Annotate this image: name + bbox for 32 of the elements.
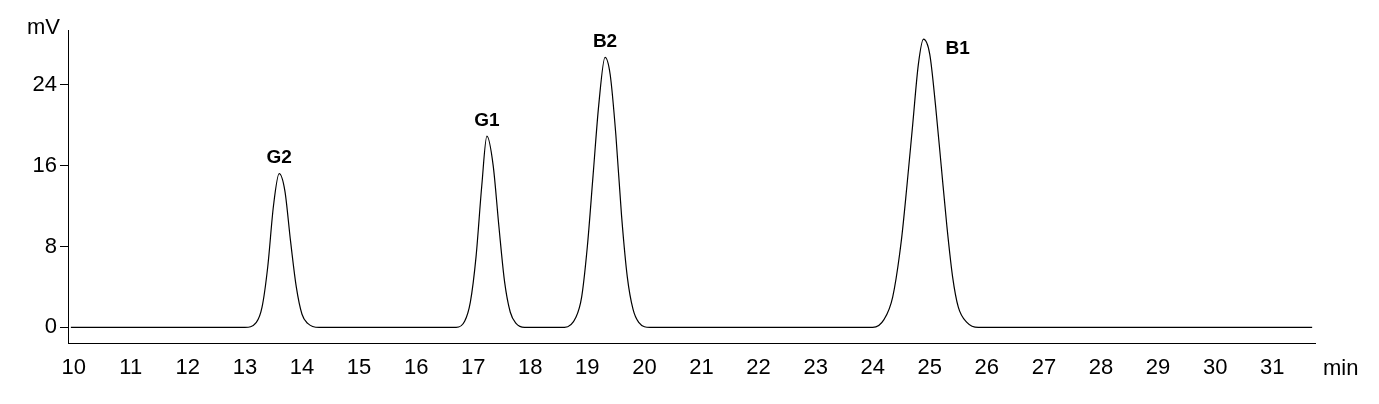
x-tick-label: 25 [917, 353, 943, 379]
x-tick-label: 17 [460, 353, 486, 379]
y-tick-label: 0 [44, 313, 57, 339]
x-tick-label: 13 [232, 353, 258, 379]
annotation: B1 [945, 36, 971, 58]
annotation: B2 [592, 30, 618, 52]
x-tick-label: 29 [1145, 353, 1171, 379]
x-tick-label: 19 [575, 353, 600, 379]
x-tick-label: 11 [119, 353, 143, 379]
x-axis-title: min [1323, 354, 1359, 380]
x-tick-label: 27 [1031, 353, 1057, 379]
x-tick-label: 24 [860, 353, 885, 379]
x-tick-label: 31 [1259, 353, 1285, 379]
y-tick-label: 16 [32, 151, 57, 177]
x-tick-label: 21 [689, 353, 714, 379]
annotation: G2 [266, 146, 292, 168]
x-tick-label: 30 [1202, 353, 1228, 379]
x-tick-label: 14 [289, 353, 315, 379]
x-tick-label: 28 [1088, 353, 1114, 379]
x-tick-label: 10 [61, 353, 86, 379]
x-tick-label: 16 [403, 353, 429, 379]
y-tick-label: 8 [44, 232, 57, 258]
x-tick-label: 12 [175, 353, 201, 379]
y-tick-label: 24 [32, 70, 57, 96]
x-tick-label: 18 [518, 353, 543, 379]
x-tick-label: 20 [632, 353, 657, 379]
x-tick-label: 23 [803, 353, 828, 379]
x-tick-label: 22 [746, 353, 771, 379]
annotation: G1 [474, 108, 500, 130]
x-tick-label: 26 [974, 353, 1000, 379]
y-axis-title: mV [27, 14, 61, 40]
x-tick-label: 15 [346, 353, 372, 379]
